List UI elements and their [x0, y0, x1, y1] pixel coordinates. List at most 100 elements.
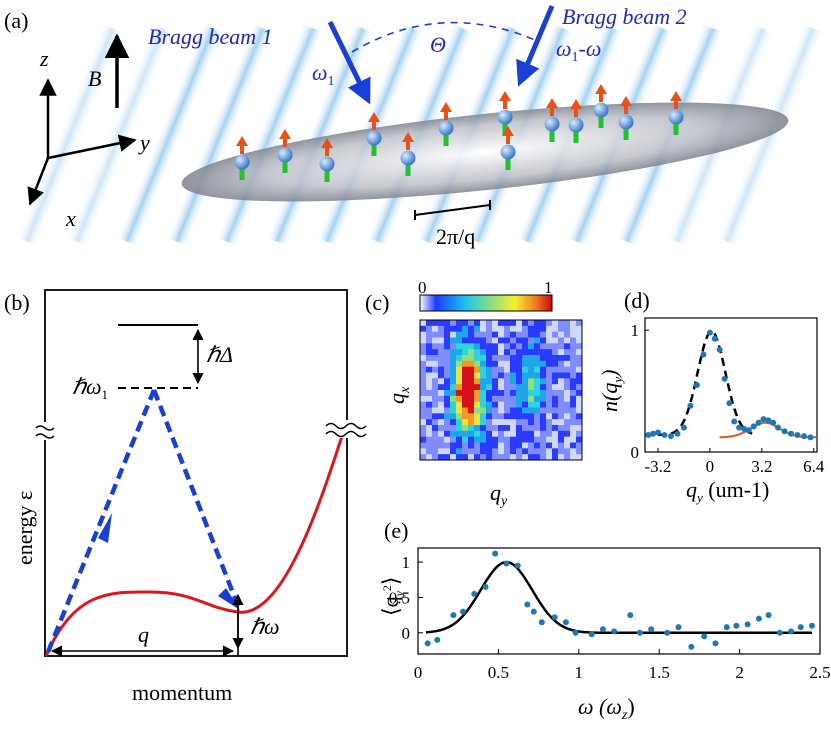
heatmap-cell — [516, 390, 523, 397]
x-tick-label: 2.5 — [809, 663, 830, 682]
heatmap-cell — [516, 320, 523, 327]
heatmap-cell — [552, 325, 559, 333]
heatmap-cell — [504, 325, 511, 333]
heatmap-cell — [534, 355, 541, 362]
wave-stripe — [115, 23, 225, 247]
heatmap-cell — [534, 407, 541, 414]
heatmap-cell — [474, 349, 481, 356]
heatmap-cell — [546, 378, 553, 385]
spin-atom — [400, 132, 416, 176]
heatmap-cell — [474, 454, 481, 461]
heatmap-cell — [456, 430, 463, 438]
heatmap-cell — [492, 430, 499, 438]
heatmap-cell — [480, 401, 487, 408]
data-point — [680, 424, 687, 431]
heatmap-cell — [462, 413, 469, 420]
heatmap-cell — [540, 430, 547, 438]
heatmap-cell — [498, 454, 505, 461]
heatmap-cell — [570, 442, 577, 449]
data-point — [760, 416, 767, 423]
heatmap-cell — [492, 366, 499, 373]
heatmap-cell — [510, 372, 517, 379]
heatmap-cell — [462, 360, 469, 368]
heatmap-cell — [492, 436, 499, 443]
heatmap-cell — [570, 413, 577, 420]
data-point — [636, 629, 643, 636]
heatmap-cell — [564, 442, 571, 449]
heatmap-cell — [456, 331, 463, 338]
heatmap-cell — [480, 407, 487, 414]
heatmap-cell — [444, 360, 451, 368]
heatmap-cell — [504, 378, 511, 385]
heatmap-cell — [438, 448, 445, 455]
heatmap-cell — [558, 366, 565, 373]
heatmap-cell — [426, 325, 433, 333]
heatmap-cell — [522, 454, 529, 461]
heatmap-cell — [528, 372, 535, 379]
heatmap-cell — [510, 430, 517, 438]
heatmap-cell — [420, 384, 427, 391]
heatmap-cell — [564, 320, 571, 327]
heatmap-cell — [510, 331, 517, 338]
heatmap-cell — [468, 448, 475, 455]
bragg-beam-2-label: Bragg beam 2 — [562, 4, 687, 29]
heatmap-cell — [570, 419, 577, 426]
heatmap-cell — [564, 384, 571, 391]
heatmap-cell — [576, 442, 583, 449]
heatmap-cell — [564, 331, 571, 338]
heatmap-cell — [564, 366, 571, 373]
heatmap-cell — [444, 378, 451, 385]
heatmap-cell — [516, 436, 523, 443]
heatmap-cell — [576, 355, 583, 362]
heatmap-cell — [474, 325, 481, 333]
data-point — [750, 423, 757, 430]
heatmap-cell — [516, 372, 523, 379]
theta-label: Θ — [430, 32, 446, 57]
heatmap-xlabel: qy — [490, 480, 508, 509]
heatmap-cell — [420, 419, 427, 426]
heatmap-cell — [552, 390, 559, 397]
heatmap-cell — [534, 430, 541, 438]
heatmap-cell — [420, 355, 427, 362]
heatmap-cell — [546, 355, 553, 362]
heatmap-cell — [450, 395, 457, 403]
heatmap-cell — [456, 448, 463, 455]
heatmap-cell — [480, 378, 487, 385]
heatmap-cell — [456, 407, 463, 414]
heatmap-cell — [492, 349, 499, 356]
data-point — [693, 382, 700, 388]
heatmap-cell — [546, 407, 553, 414]
heatmap-cell — [432, 448, 439, 455]
spin-atom — [618, 96, 634, 140]
data-point — [723, 624, 730, 631]
heatmap-cell — [438, 343, 445, 350]
heatmap-cell — [516, 430, 523, 438]
heatmap-cell — [552, 360, 559, 368]
heatmap-cell — [468, 372, 475, 379]
data-point — [700, 351, 707, 358]
momentum-axis-label: momentum — [132, 680, 232, 705]
data-point — [701, 633, 708, 640]
heatmap-cell — [522, 401, 529, 408]
heatmap-cell — [510, 384, 517, 391]
heatmap-cell — [444, 384, 451, 391]
heatmap-cell — [510, 378, 517, 385]
heatmap-cell — [438, 430, 445, 438]
heatmap-cell — [564, 413, 571, 420]
heatmap-cell — [528, 395, 535, 403]
panel-e-ylabel: ⟨qy2⟩ — [378, 576, 406, 616]
heatmap-cell — [438, 355, 445, 362]
heatmap-cell — [558, 331, 565, 338]
heatmap-cell — [504, 413, 511, 420]
hbar-delta-label: ℏΔ — [206, 342, 233, 367]
data-point — [482, 583, 489, 590]
data-point — [711, 335, 718, 342]
heatmap-cell — [462, 349, 469, 356]
heatmap-cell — [504, 331, 511, 338]
heatmap-cell — [534, 331, 541, 338]
heatmap-cell — [522, 343, 529, 350]
heatmap-cell — [552, 366, 559, 373]
heatmap-cell — [498, 372, 505, 379]
heatmap-cell — [564, 430, 571, 438]
heatmap-cell — [552, 395, 559, 403]
